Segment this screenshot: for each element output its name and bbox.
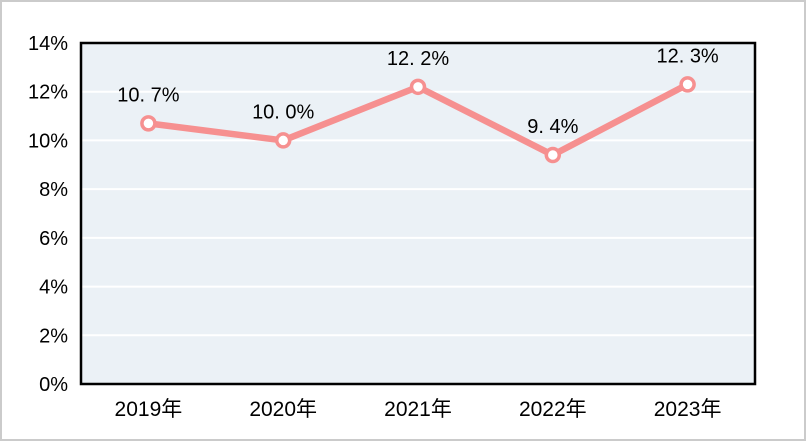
data-point-marker — [544, 146, 562, 164]
x-axis-category-label: 2019年 — [115, 398, 183, 421]
plot-border — [79, 41, 757, 386]
data-point-label: 9. 4% — [527, 116, 578, 138]
y-axis-tick-label: 12% — [28, 82, 68, 104]
x-axis-category-label: 2022年 — [519, 398, 587, 421]
data-point-label: 10. 7% — [117, 84, 179, 106]
y-axis-tick-label: 10% — [28, 130, 68, 152]
x-axis-category-label: 2020年 — [249, 398, 317, 421]
data-point-marker — [679, 76, 696, 93]
y-axis-tick-label: 8% — [39, 179, 68, 201]
y-axis-tick-label: 0% — [39, 374, 68, 396]
data-point-label: 10. 0% — [252, 101, 314, 123]
y-axis-tick-label: 4% — [39, 277, 68, 299]
data-point-marker — [140, 115, 157, 132]
data-point-label: 12. 2% — [387, 48, 449, 70]
y-axis-tick-label: 2% — [39, 325, 68, 347]
x-axis-category-label: 2023年 — [654, 398, 722, 421]
data-point-label: 12. 3% — [656, 45, 718, 67]
y-axis-tick-label: 6% — [39, 228, 68, 250]
plot-area — [81, 43, 755, 384]
data-point-marker — [274, 132, 292, 149]
x-axis-category-label: 2021年 — [384, 398, 452, 421]
data-point-marker — [409, 78, 427, 96]
y-axis-tick-label: 14% — [28, 33, 68, 55]
